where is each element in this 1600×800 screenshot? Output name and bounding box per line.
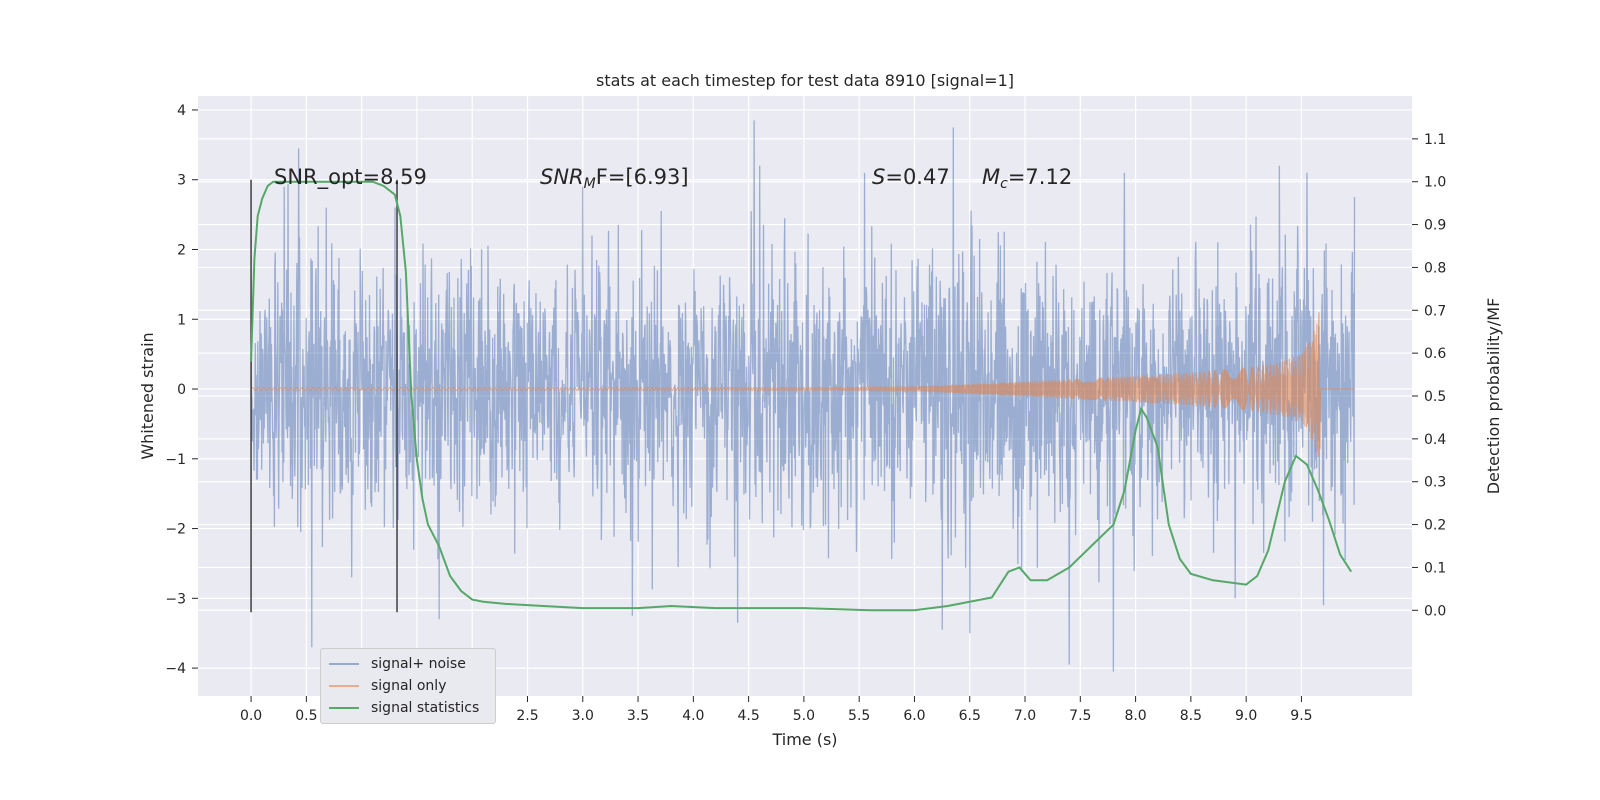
legend-swatch-signal-statistics <box>329 707 359 709</box>
y-right-tick-label: 0.8 <box>1424 260 1446 276</box>
x-tick-label: 0.5 <box>295 708 317 724</box>
x-tick-label: 9.0 <box>1235 708 1257 724</box>
y-tick-label: −3 <box>165 591 186 607</box>
series-signal-only <box>250 312 1355 458</box>
y-right-tick-label: 0.1 <box>1424 560 1446 576</box>
x-tick-label: 3.0 <box>572 708 594 724</box>
x-tick-label: 5.0 <box>793 708 815 724</box>
legend-item-signal-statistics: signal statistics <box>321 697 495 719</box>
vertical-markers <box>250 179 398 613</box>
y-right-axis-label: Detection probability/MF <box>1484 298 1503 495</box>
y-right-axis-ticks: 1.1 1.0 0.9 0.8 0.7 0.6 0.5 0.4 0.3 0.2 0.1 0.0 <box>1412 132 1446 619</box>
x-axis-label: Time (s) <box>771 730 837 749</box>
y-tick-label: 2 <box>177 242 186 258</box>
annotation-snr-opt: SNR_opt=8.59 <box>274 165 427 190</box>
x-tick-label: 7.5 <box>1069 708 1091 724</box>
y-tick-label: −2 <box>165 522 186 538</box>
x-tick-label: 6.0 <box>903 708 925 724</box>
y-right-tick-label: 0.5 <box>1424 389 1446 405</box>
legend-label: signal only <box>371 678 447 694</box>
x-tick-label: 4.0 <box>682 708 704 724</box>
series-signal-statistics <box>250 180 1353 612</box>
x-tick-label: 8.5 <box>1180 708 1202 724</box>
y-tick-label: 0 <box>177 382 186 398</box>
snr-mf-subscript: M <box>584 176 596 192</box>
x-tick-label: 2.5 <box>516 708 538 724</box>
x-tick-label: 6.5 <box>959 708 981 724</box>
s-label: S <box>872 165 885 189</box>
y-axis-ticks: 4 3 2 1 0 −1 −2 −3 −4 <box>165 103 198 677</box>
legend-item-signal-plus-noise: signal+ noise <box>321 653 495 675</box>
legend-item-signal-only: signal only <box>321 675 495 697</box>
series-signal-plus-noise <box>250 120 1356 672</box>
signal-statistics-line <box>250 180 1353 612</box>
y-right-tick-label: 0.0 <box>1424 603 1446 619</box>
snr-mf-value: F=[6.93] <box>596 165 689 189</box>
chart-title: stats at each timestep for test data 891… <box>596 71 1014 90</box>
y-right-tick-label: 0.2 <box>1424 518 1446 534</box>
mc-label: M <box>982 165 1000 189</box>
signal-plus-noise-line <box>250 120 1356 672</box>
x-tick-label: 7.0 <box>1014 708 1036 724</box>
y-tick-label: 1 <box>177 312 186 328</box>
x-tick-label: 3.5 <box>627 708 649 724</box>
y-tick-label: 4 <box>177 103 186 119</box>
annotation-mc: Mc=7.12 <box>982 165 1072 192</box>
mc-subscript: c <box>1000 176 1008 192</box>
y-right-tick-label: 0.7 <box>1424 303 1446 319</box>
y-right-tick-label: 0.6 <box>1424 346 1446 362</box>
mc-value: =7.12 <box>1008 165 1072 189</box>
x-tick-label: 4.5 <box>737 708 759 724</box>
x-tick-label: 9.5 <box>1290 708 1312 724</box>
annotation-snr-mf: SNRMF=[6.93] <box>540 165 689 192</box>
x-tick-label: 5.5 <box>848 708 870 724</box>
signal-only-line <box>250 312 1355 458</box>
y-tick-label: −1 <box>165 452 186 468</box>
y-axis-label: Whitened strain <box>138 332 157 459</box>
legend-label: signal+ noise <box>371 656 466 672</box>
y-right-tick-label: 1.0 <box>1424 175 1446 191</box>
x-tick-label: 8.0 <box>1124 708 1146 724</box>
s-value: =0.47 <box>885 165 949 189</box>
legend-swatch-signal-plus-noise <box>329 663 359 665</box>
annotation-s: S=0.47 <box>872 165 950 189</box>
x-tick-label: 0.0 <box>240 708 262 724</box>
y-right-tick-label: 0.9 <box>1424 218 1446 234</box>
legend-swatch-signal-only <box>329 685 359 687</box>
legend: signal+ noise signal only signal statist… <box>320 648 496 724</box>
y-right-tick-label: 0.4 <box>1424 432 1446 448</box>
y-right-tick-label: 0.3 <box>1424 475 1446 491</box>
y-right-tick-label: 1.1 <box>1424 132 1446 148</box>
y-tick-label: 3 <box>177 173 186 189</box>
y-tick-label: −4 <box>165 661 186 677</box>
snr-mf-label: SNR <box>540 165 584 189</box>
legend-label: signal statistics <box>371 700 480 716</box>
